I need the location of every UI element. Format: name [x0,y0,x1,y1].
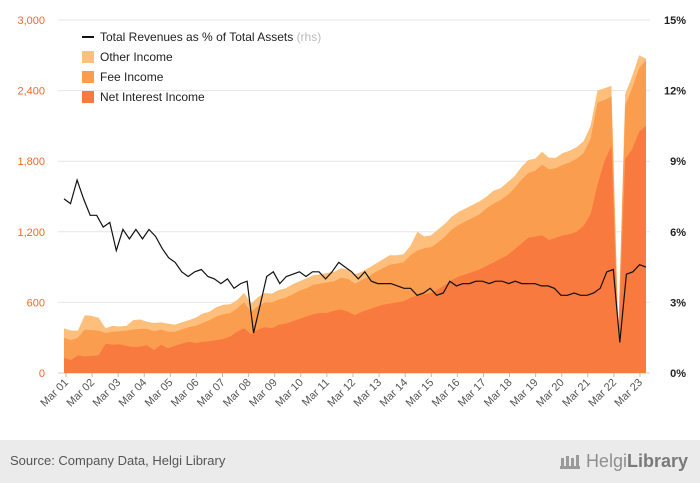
x-tick-label: Mar 06 [169,377,202,410]
x-tick-label: Mar 03 [91,377,124,410]
left-tick-label: 1,200 [17,227,45,239]
right-tick-label: 6% [670,227,686,239]
stacked-areas [64,55,646,374]
library-logo-icon [559,455,580,469]
x-tick-label: Mar 12 [325,377,358,410]
x-tick-label: Mar 16 [430,377,463,410]
legend-label: Other Income [100,50,173,64]
x-tick-label: Mar 04 [117,377,150,410]
right-tick-label: 0% [670,368,686,380]
left-tick-label: 1,800 [17,156,45,168]
left-tick-label: 3,000 [17,15,45,27]
left-tick-label: 2,400 [17,86,45,98]
x-tick-label: Mar 01 [38,377,71,410]
brand-logo: Helgi Library [559,448,688,474]
legend-label: Fee Income [100,70,164,84]
x-tick-label: Mar 22 [586,377,619,410]
x-tick-label: Mar 20 [534,377,567,410]
x-tick-label: Mar 10 [273,377,306,410]
legend-swatch [82,91,94,103]
revenue-ratio-line [63,177,647,343]
right-tick-label: 15% [664,15,686,27]
x-tick-label: Mar 19 [508,377,541,410]
x-tick-label: Mar 08 [221,377,254,410]
x-tick-label: Mar 14 [378,377,411,410]
left-tick-label: 600 [27,297,45,309]
x-tick-label: Mar 17 [456,377,489,410]
right-tick-label: 12% [664,86,686,98]
x-tick-label: Mar 23 [612,377,645,410]
legend-label-ratio: Total Revenues as % of Total Assets (rhs… [100,30,321,44]
legend-label: Net Interest Income [100,90,205,104]
right-axis-ticks: 0% 3% 6% 9% 12% 15% [664,15,686,380]
source-note: Source: Company Data, Helgi Library [10,453,226,468]
legend-label-suffix: (rhs) [297,30,322,44]
area-net-interest-income [64,125,646,374]
x-tick-label: Mar 13 [352,377,385,410]
right-tick-label: 3% [670,297,686,309]
line-total-revenues-pct [63,177,647,343]
legend: Total Revenues as % of Total Assets (rhs… [82,30,321,104]
x-tick-label: Mar 15 [404,377,437,410]
legend-swatch [82,51,94,63]
x-tick-label: Mar 09 [247,377,280,410]
left-tick-label: 0 [39,368,45,380]
x-tick-label: Mar 18 [482,377,515,410]
brand-name-a: Helgi [585,450,627,471]
left-axis-ticks: 0 600 1,200 1,800 2,400 3,000 [17,15,45,380]
right-tick-label: 9% [670,156,686,168]
x-tick-label: Mar 02 [65,377,98,410]
x-tick-label: Mar 07 [195,377,228,410]
brand-name-b: Library [626,450,688,471]
x-tick-label: Mar 05 [143,377,176,410]
x-tick-label: Mar 21 [560,377,593,410]
legend-swatch [82,71,94,83]
footer: Source: Company Data, Helgi Library Helg… [0,440,700,483]
